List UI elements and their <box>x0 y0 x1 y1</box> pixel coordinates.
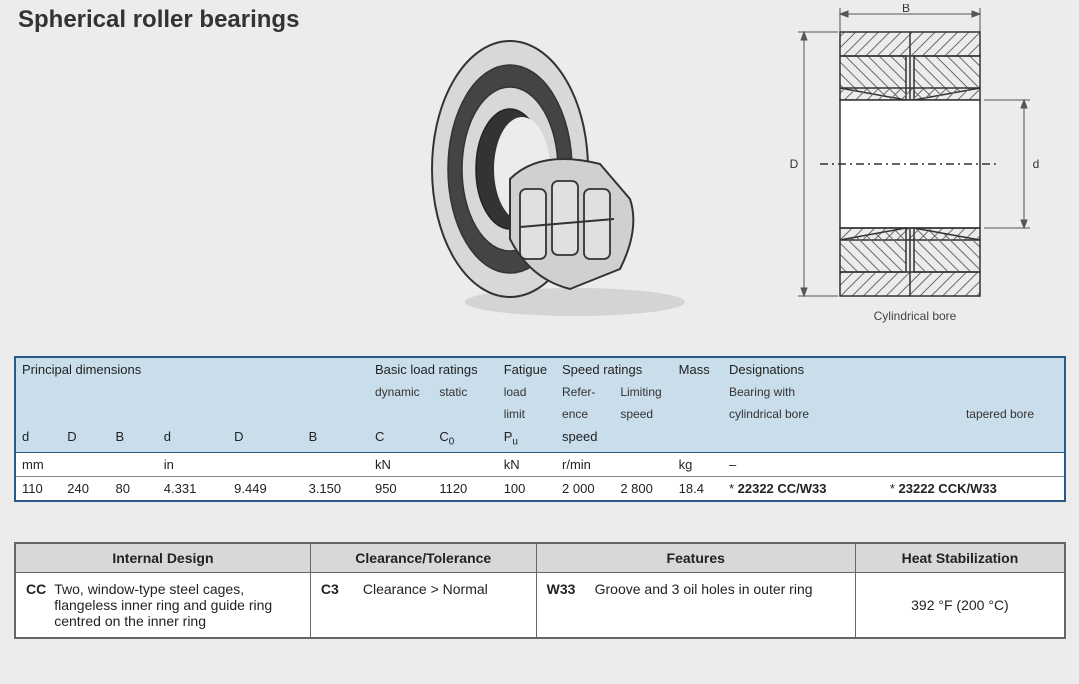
hdr-bearing-with: Bearing with <box>723 381 884 403</box>
details-heat: 392 °F (200 °C) <box>855 573 1065 639</box>
unit-kN2: kN <box>498 452 556 476</box>
val-Pu: 100 <box>498 476 556 501</box>
col-d-mm: d <box>15 425 61 452</box>
val-C: 950 <box>369 476 433 501</box>
page-title: Spherical roller bearings <box>18 6 299 34</box>
val-d-in: 4.331 <box>158 476 228 501</box>
hdr-ref-1: Refer- <box>556 381 614 403</box>
val-B-mm: 80 <box>110 476 158 501</box>
svg-text:D: D <box>790 157 799 171</box>
hdr-designations: Designations <box>723 357 1065 381</box>
details-table: Internal Design Clearance/Tolerance Feat… <box>14 542 1066 639</box>
hdr-dynamic: dynamic <box>369 381 433 403</box>
val-desig2: * 23222 CCK/W33 <box>884 476 1065 501</box>
hdr-static: static <box>433 381 497 403</box>
val-mass: 18.4 <box>673 476 723 501</box>
hdr-fatigue-3: limit <box>498 403 556 425</box>
val-desig1: * 22322 CC/W33 <box>723 476 884 501</box>
hdr-fatigue-1: Fatigue <box>498 357 556 381</box>
col-C: C <box>369 425 433 452</box>
col-B-mm: B <box>110 425 158 452</box>
bore-cross-section-diagram: B D d Cylindr <box>770 4 1060 334</box>
val-C0: 1120 <box>433 476 497 501</box>
details-hdr-clearance: Clearance/Tolerance <box>310 543 536 573</box>
col-ref-3: speed <box>556 425 614 452</box>
svg-text:B: B <box>902 4 910 15</box>
details-hdr-heat: Heat Stabilization <box>855 543 1065 573</box>
details-internal-design: CC Two, window-type steel cages, flangel… <box>15 573 310 639</box>
unit-kN1: kN <box>369 452 498 476</box>
hdr-fatigue-2: load <box>498 381 556 403</box>
hdr-lim-1: Limiting <box>614 381 672 403</box>
unit-in: in <box>158 452 369 476</box>
hdr-tapered-bore: tapered bore <box>884 403 1065 425</box>
val-B-in: 3.150 <box>303 476 369 501</box>
bore-caption: Cylindrical bore <box>830 309 1000 323</box>
unit-rmin: r/min <box>556 452 673 476</box>
col-Pu: Pu <box>498 425 556 452</box>
col-D-mm: D <box>61 425 109 452</box>
col-d-in: d <box>158 425 228 452</box>
col-C0: C0 <box>433 425 497 452</box>
hdr-ref-2: ence <box>556 403 614 425</box>
details-hdr-features: Features <box>536 543 855 573</box>
val-D-mm: 240 <box>61 476 109 501</box>
hdr-basic-load: Basic load ratings <box>369 357 498 381</box>
val-D-in: 9.449 <box>228 476 302 501</box>
col-B-in: B <box>303 425 369 452</box>
hdr-principal-dimensions: Principal dimensions <box>15 357 369 381</box>
val-d-mm: 110 <box>15 476 61 501</box>
hdr-lim-2: speed <box>614 403 672 425</box>
unit-dash: – <box>723 452 1065 476</box>
col-D-in: D <box>228 425 302 452</box>
details-hdr-internal-design: Internal Design <box>15 543 310 573</box>
hdr-mass: Mass <box>673 357 723 381</box>
details-features: W33 Groove and 3 oil holes in outer ring <box>536 573 855 639</box>
spec-table: Principal dimensions Basic load ratings … <box>14 356 1066 502</box>
val-lim-speed: 2 800 <box>614 476 672 501</box>
hdr-cyl-bore: cylindrical bore <box>723 403 884 425</box>
hdr-speed-ratings: Speed ratings <box>556 357 673 381</box>
details-clearance: C3 Clearance > Normal <box>310 573 536 639</box>
svg-text:d: d <box>1033 157 1040 171</box>
unit-mm: mm <box>15 452 158 476</box>
unit-kg: kg <box>673 452 723 476</box>
bearing-3d-illustration <box>420 24 710 324</box>
val-ref-speed: 2 000 <box>556 476 614 501</box>
